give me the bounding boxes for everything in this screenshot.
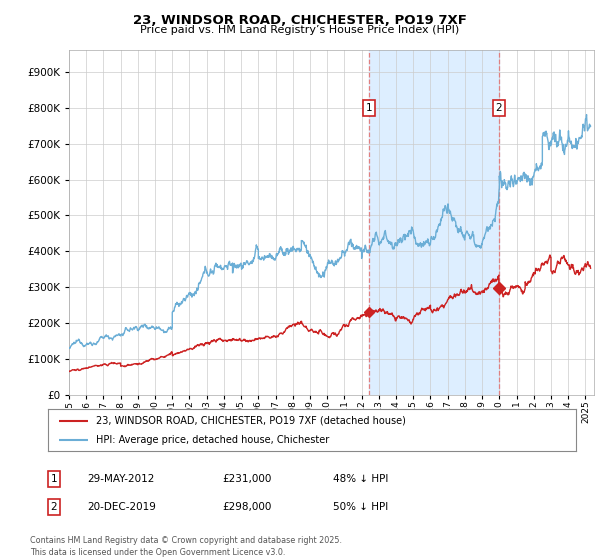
- Text: £298,000: £298,000: [222, 502, 271, 512]
- Text: Price paid vs. HM Land Registry’s House Price Index (HPI): Price paid vs. HM Land Registry’s House …: [140, 25, 460, 35]
- Text: HPI: Average price, detached house, Chichester: HPI: Average price, detached house, Chic…: [95, 435, 329, 445]
- Text: 2: 2: [50, 502, 58, 512]
- Text: 1: 1: [365, 103, 372, 113]
- Text: 20-DEC-2019: 20-DEC-2019: [87, 502, 156, 512]
- Text: 2: 2: [496, 103, 502, 113]
- Text: Contains HM Land Registry data © Crown copyright and database right 2025.
This d: Contains HM Land Registry data © Crown c…: [30, 536, 342, 557]
- Text: 29-MAY-2012: 29-MAY-2012: [87, 474, 154, 484]
- Text: 50% ↓ HPI: 50% ↓ HPI: [333, 502, 388, 512]
- Text: 48% ↓ HPI: 48% ↓ HPI: [333, 474, 388, 484]
- Text: 23, WINDSOR ROAD, CHICHESTER, PO19 7XF (detached house): 23, WINDSOR ROAD, CHICHESTER, PO19 7XF (…: [95, 416, 406, 426]
- Text: 23, WINDSOR ROAD, CHICHESTER, PO19 7XF: 23, WINDSOR ROAD, CHICHESTER, PO19 7XF: [133, 14, 467, 27]
- Text: 1: 1: [50, 474, 58, 484]
- Bar: [369, 50, 499, 395]
- Text: £231,000: £231,000: [222, 474, 271, 484]
